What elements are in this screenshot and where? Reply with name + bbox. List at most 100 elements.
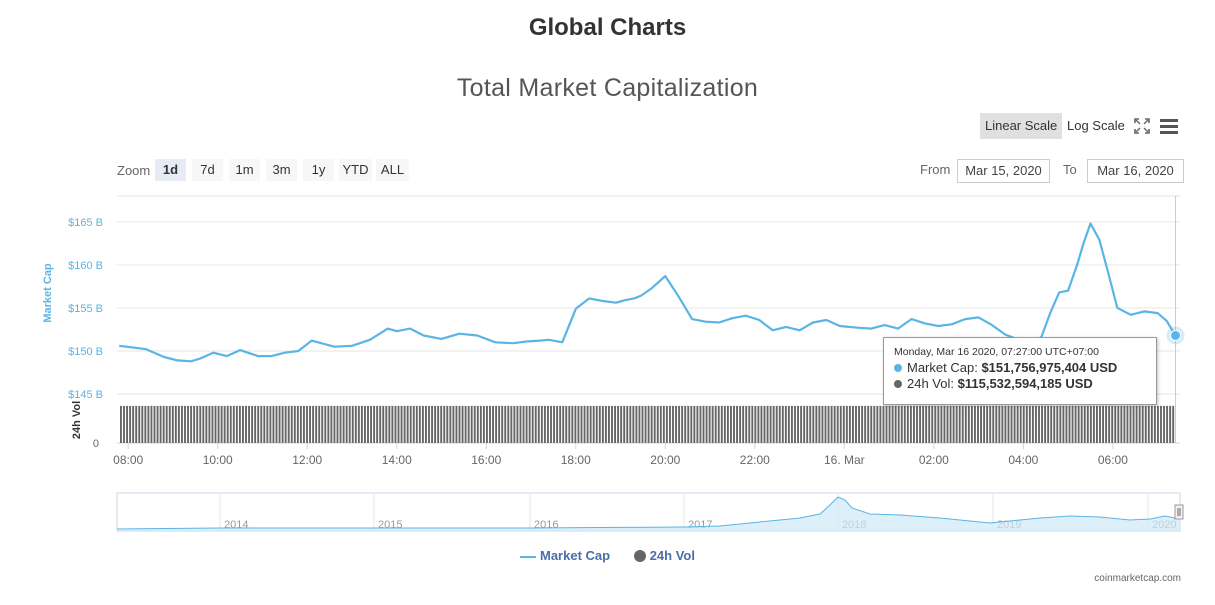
volume-bar: [757, 405, 760, 443]
volume-bar: [592, 405, 595, 443]
volume-bar: [800, 405, 803, 443]
volume-bar: [324, 405, 327, 443]
volume-bar: [656, 405, 659, 443]
volume-bar: [455, 405, 458, 443]
volume-bar: [290, 405, 293, 443]
volume-bar: [1059, 405, 1062, 443]
volume-bar: [501, 405, 504, 443]
vol-dot-icon: [894, 380, 902, 388]
zoom-1y-button[interactable]: 1y: [303, 159, 334, 181]
volume-bar: [665, 405, 668, 443]
volume-bar: [864, 405, 867, 443]
volume-bar: [806, 405, 809, 443]
volume-bar: [415, 405, 418, 443]
x-tick-label: 02:00: [919, 453, 949, 467]
zoom-all-button[interactable]: ALL: [376, 159, 409, 181]
market-cap-series-line[interactable]: [119, 222, 1177, 363]
volume-bar: [339, 405, 342, 443]
volume-bar: [977, 405, 979, 443]
volume-bar: [400, 405, 403, 443]
x-tick-label: 10:00: [203, 453, 233, 467]
volume-bar: [293, 405, 296, 443]
volume-bar: [742, 405, 745, 443]
volume-bar: [708, 405, 711, 443]
volume-bar: [205, 405, 208, 443]
navigator-handle[interactable]: [1174, 504, 1184, 520]
volume-bar: [123, 405, 125, 443]
volume-bar: [458, 405, 461, 443]
volume-bars: [120, 405, 1175, 443]
linear-scale-button[interactable]: Linear Scale: [980, 113, 1063, 139]
volume-bar: [1153, 405, 1156, 443]
volume-bar: [931, 405, 934, 443]
volume-bar: [421, 405, 424, 443]
market-cap-chart[interactable]: $145 B $150 B $155 B $160 B $165 B 0 08:00 10:…: [0, 0, 1215, 545]
zoom-1m-button[interactable]: 1m: [229, 159, 260, 181]
volume-bar: [428, 405, 430, 443]
zoom-1d-button[interactable]: 1d: [155, 159, 186, 181]
volume-bar: [681, 405, 684, 443]
legend-24h-vol[interactable]: 24h Vol: [633, 548, 695, 563]
volume-bar: [174, 405, 177, 443]
volume-bar: [565, 405, 568, 443]
volume-bar: [1126, 405, 1129, 443]
volume-bar: [601, 405, 604, 443]
volume-bar: [345, 405, 348, 443]
hover-point[interactable]: [1170, 329, 1182, 341]
volume-bar: [986, 405, 989, 443]
volume-bar: [818, 405, 821, 443]
zoom-3m-button[interactable]: 3m: [266, 159, 297, 181]
volume-bar: [223, 405, 226, 443]
volume-bar: [815, 405, 818, 443]
volume-bar: [470, 405, 473, 443]
volume-bar: [342, 405, 345, 443]
volume-bar: [867, 405, 870, 443]
log-scale-button[interactable]: Log Scale: [1067, 118, 1125, 133]
volume-bar: [995, 405, 998, 443]
to-date-input[interactable]: Mar 16, 2020: [1087, 159, 1184, 183]
volume-bar: [562, 405, 565, 443]
volume-bar: [303, 405, 305, 443]
volume-bar: [760, 405, 763, 443]
volume-bar: [296, 405, 299, 443]
volume-bar: [745, 405, 748, 443]
navigator[interactable]: 2014201520162017201820192020: [116, 492, 1184, 532]
volume-bar: [595, 405, 598, 443]
volume-bar: [382, 405, 385, 443]
volume-bar: [229, 405, 232, 443]
hamburger-menu-icon[interactable]: [1158, 117, 1180, 135]
volume-bar: [888, 405, 891, 443]
market-cap-dot-icon: [894, 364, 902, 372]
volume-bar: [464, 405, 467, 443]
volume-bar: [1083, 405, 1086, 443]
credits-link[interactable]: coinmarketcap.com: [1094, 573, 1181, 584]
volume-bar: [440, 405, 443, 443]
volume-bar: [669, 405, 671, 443]
volume-bar: [650, 405, 653, 443]
fullscreen-icon[interactable]: [1133, 117, 1151, 135]
volume-bar: [623, 405, 626, 443]
volume-bar: [446, 405, 449, 443]
volume-bar: [321, 405, 324, 443]
volume-bar: [220, 405, 223, 443]
volume-bar: [659, 405, 662, 443]
volume-bar: [226, 405, 229, 443]
volume-bar: [193, 405, 196, 443]
page-title: Global Charts: [528, 14, 687, 41]
volume-bar: [754, 405, 757, 443]
volume-bar: [1077, 405, 1080, 443]
volume-bar: [580, 405, 583, 443]
legend-market-cap[interactable]: Market Cap: [520, 548, 610, 563]
volume-bar: [281, 405, 284, 443]
x-axis-ticks: 08:00 10:00 12:00 14:00 16:00 18:00 20:00 22:00…: [113, 443, 1128, 467]
volume-bar: [772, 405, 775, 443]
volume-bar: [260, 405, 263, 443]
volume-bar: [833, 405, 836, 443]
y-axis-ticks: $145 B $150 B $155 B $160 B $165 B 0: [68, 217, 103, 450]
volume-bar: [388, 405, 391, 443]
volume-bar: [949, 405, 952, 443]
from-date-input[interactable]: Mar 15, 2020: [957, 159, 1050, 183]
zoom-ytd-button[interactable]: YTD: [339, 159, 372, 181]
volume-bar: [138, 405, 141, 443]
zoom-7d-button[interactable]: 7d: [192, 159, 223, 181]
